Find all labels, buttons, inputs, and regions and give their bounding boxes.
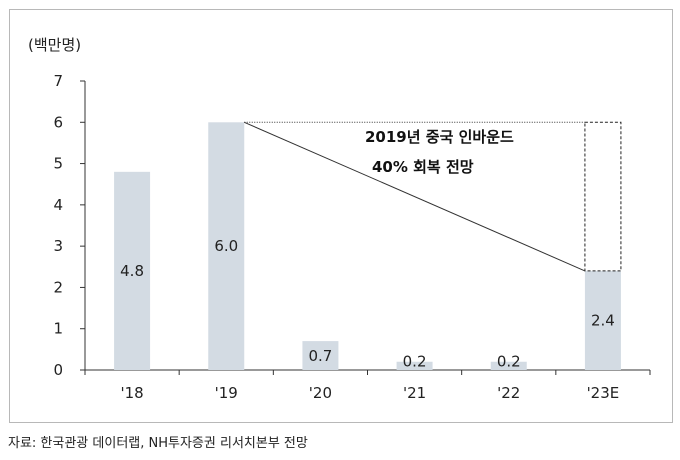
bar — [302, 341, 339, 370]
source-note: 자료: 한국관광 데이터랩, NH투자증권 리서치본부 전망 — [8, 436, 308, 451]
bar — [114, 171, 151, 370]
x-tick-label: '19 — [215, 384, 238, 402]
x-tick-label: '18 — [120, 384, 143, 402]
y-tick-label: 3 — [53, 237, 63, 255]
y-tick-label: 7 — [53, 72, 63, 90]
bar — [584, 270, 621, 370]
bar — [490, 361, 527, 370]
y-tick-label: 2 — [53, 278, 63, 296]
annotation-line-1: 2019년 중국 인바운드 — [365, 128, 514, 146]
y-tick-label: 4 — [53, 196, 63, 214]
annotation-line-2: 40% 회복 전망 — [372, 158, 474, 176]
bar — [208, 122, 245, 371]
x-tick-label: '22 — [497, 384, 520, 402]
data-label: 0.2 — [497, 353, 521, 371]
data-label: 6.0 — [214, 237, 238, 255]
bar — [396, 361, 433, 370]
y-axis: 0 1 2 3 4 5 6 7 — [53, 72, 86, 379]
projection-overlay — [244, 121, 622, 272]
bars: 4.8 6.0 0.7 0.2 0.2 2.4 — [114, 122, 621, 371]
x-axis: '18 '19 '20 '21 '22 '23E — [84, 369, 651, 402]
data-label: 4.8 — [120, 262, 144, 280]
y-tick-label: 0 — [53, 361, 63, 379]
y-unit-label: (백만명) — [28, 36, 81, 54]
x-tick-label: '21 — [403, 384, 426, 402]
bar-chart: (백만명) 0 1 2 3 4 5 6 7 '18 '19 '20 '21 '22 '23E 4.8 6.… — [28, 36, 651, 402]
data-label: 0.7 — [308, 347, 332, 365]
projection-dashed-box — [584, 121, 622, 272]
y-tick-label: 1 — [53, 320, 63, 338]
x-tick-label: '23E — [587, 384, 620, 402]
y-tick-label: 6 — [53, 113, 63, 131]
x-tick-label: '20 — [309, 384, 332, 402]
chart-frame — [9, 9, 673, 423]
decline-line — [244, 121, 586, 272]
data-label: 0.2 — [403, 353, 427, 371]
data-label: 2.4 — [591, 311, 615, 329]
y-tick-label: 5 — [53, 155, 63, 173]
